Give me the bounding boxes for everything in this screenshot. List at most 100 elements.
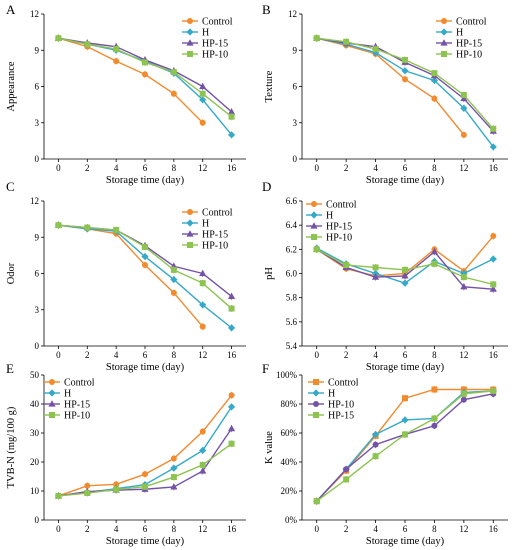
data-point [371, 49, 380, 57]
y-tick-label: 50 [30, 370, 40, 380]
x-tick-label: 0 [314, 350, 319, 360]
data-point [401, 67, 409, 75]
legend-entry: Control [308, 378, 359, 389]
legend-label: H [326, 211, 333, 222]
legend-entry: HP-10 [182, 50, 228, 61]
series-hp-10 [313, 245, 497, 288]
y-tick-label: 5.6 [286, 317, 298, 327]
legend-entry: H [182, 28, 209, 39]
data-point [401, 272, 409, 279]
data-point [142, 71, 148, 78]
data-point [430, 76, 439, 85]
y-tick-label: 60% [281, 428, 298, 438]
x-tick-label: 6 [143, 350, 148, 360]
x-tick-label: 8 [172, 350, 177, 360]
y-tick-label: 0 [293, 154, 298, 164]
panel-letter: A [6, 2, 16, 17]
x-tick-label: 2 [344, 524, 349, 534]
chart-panel-d: D 5.4 5.6 5.8 6.0 6.2 6.4 6.6 0 2 4 6 8 12 16 Storage t… [262, 179, 508, 373]
x-tick-label: 16 [227, 350, 237, 360]
data-point [343, 466, 350, 473]
data-point [55, 222, 62, 229]
legend-marker [441, 51, 447, 57]
y-axis-label: pH [264, 267, 275, 280]
x-tick-label: 16 [489, 163, 499, 173]
data-point [402, 76, 408, 83]
legend-label: HP-15 [64, 400, 90, 411]
x-tick-label: 0 [314, 163, 319, 173]
x-tick-label: 4 [114, 350, 119, 360]
legend-label: HP-15 [202, 230, 228, 241]
data-point [55, 492, 62, 499]
legend-label: H [456, 28, 463, 39]
y-tick-label: 0 [35, 154, 40, 164]
data-point [170, 289, 177, 296]
data-point [460, 396, 467, 403]
data-point [402, 56, 408, 63]
x-tick-label: 12 [459, 163, 468, 173]
legend-marker [311, 234, 317, 240]
x-tick-label: 2 [344, 163, 349, 173]
x-tick-label: 16 [489, 350, 499, 360]
data-point [313, 246, 320, 253]
legend-label: HP-10 [64, 411, 90, 422]
legend-marker [313, 379, 319, 385]
legend-label: HP-15 [328, 411, 354, 422]
data-point [460, 282, 468, 290]
data-point [199, 323, 206, 330]
x-tick-label: 8 [172, 524, 177, 534]
data-point [84, 490, 91, 497]
legend-label: HP-15 [326, 222, 352, 233]
legend-label: HP-10 [326, 233, 352, 244]
data-point [227, 403, 236, 411]
legend-marker [49, 412, 55, 418]
legend-entry: HP-15 [182, 39, 228, 50]
legend-label: Control [328, 378, 359, 389]
y-tick-label: 6.0 [286, 269, 298, 279]
y-tick-label: 80% [281, 399, 298, 409]
data-point [343, 262, 350, 269]
y-tick-label: 6.6 [286, 196, 298, 206]
series-line [58, 224, 204, 328]
y-tick-label: 12 [30, 196, 39, 206]
legend-marker [186, 39, 194, 46]
x-tick-label: 8 [432, 350, 437, 360]
y-axis-label: Appearance [6, 61, 17, 111]
chart-panel-f: F 0% 20% 40% 60% 80% 100% 0 2 4 6 8 12 16 Storage time… [262, 361, 508, 547]
y-tick-label: 9 [35, 232, 40, 242]
legend-label: Control [326, 200, 357, 211]
data-point [170, 275, 178, 284]
data-point [228, 392, 235, 399]
x-tick-label: 4 [114, 524, 119, 534]
x-tick-label: 0 [56, 524, 61, 534]
legend-entry: Control [182, 17, 233, 28]
data-point [55, 35, 62, 42]
x-tick-label: 6 [403, 163, 408, 173]
y-tick-label: 3 [35, 118, 40, 128]
x-axis-label: Storage time (day) [366, 362, 445, 373]
data-point [401, 279, 409, 287]
data-point [228, 305, 235, 312]
legend-entry: HP-10 [182, 241, 228, 252]
data-point [401, 416, 409, 424]
x-tick-label: 8 [432, 524, 437, 534]
data-point [228, 113, 235, 120]
series-hp-15 [313, 387, 497, 505]
x-tick-label: 0 [56, 163, 61, 173]
legend-label: HP-15 [202, 39, 228, 50]
y-tick-label: 6 [35, 269, 40, 279]
x-tick-label: 0 [314, 524, 319, 534]
legend-marker [48, 389, 56, 397]
data-point [142, 243, 148, 250]
legend-marker [186, 28, 194, 36]
data-point [199, 280, 206, 287]
legend-entry: Control [306, 200, 357, 211]
data-point [227, 424, 236, 432]
legend-label: Control [64, 378, 95, 389]
x-axis-label: Storage time (day) [366, 175, 445, 186]
data-point [490, 281, 497, 288]
data-point [372, 46, 379, 53]
data-point [490, 125, 497, 132]
